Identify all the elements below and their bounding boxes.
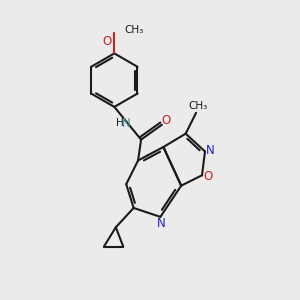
Text: N: N (206, 144, 215, 158)
Text: O: O (161, 114, 170, 128)
Text: H: H (116, 118, 123, 128)
Text: CH₃: CH₃ (124, 25, 143, 34)
Text: CH₃: CH₃ (188, 101, 207, 111)
Text: O: O (203, 170, 213, 183)
Text: N: N (157, 217, 165, 230)
Text: N: N (122, 117, 130, 130)
Text: O: O (102, 35, 111, 48)
